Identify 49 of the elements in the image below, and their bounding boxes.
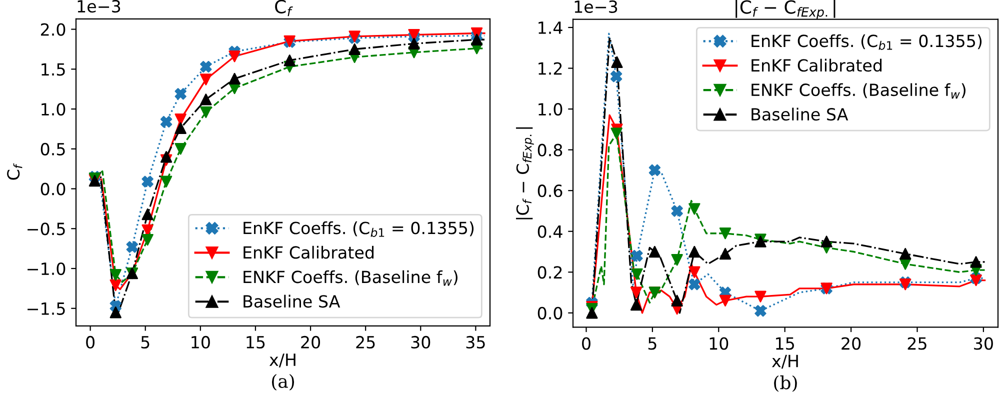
x-tick-label: 0: [86, 336, 95, 349]
y-tick-label: 1.2: [538, 62, 562, 75]
x-tick-label: 30: [974, 337, 993, 350]
text: (a): [272, 374, 294, 391]
legend-label: ENKF Coeffs. (Baseline f$_{w}$): [752, 83, 966, 99]
y-tick-label: 0.2: [538, 266, 562, 279]
x-axis-title: x/H: [772, 354, 798, 369]
legend-label: EnKF Coeffs. (C$_{b1}$ = 0.1355): [752, 34, 982, 50]
x-tick-label: 5: [141, 336, 150, 349]
text: 1e−3: [78, 0, 120, 13]
x-tick-label: 10: [192, 336, 210, 349]
legend-label: EnKF Coeffs. (C$_{b1}$ = 0.1355): [244, 221, 474, 237]
legend-label: ENKF Coeffs. (Baseline f$_{w}$): [244, 270, 458, 286]
x-tick-label: 0: [582, 337, 590, 350]
y-tick-label: 1.0: [538, 102, 562, 116]
y-axis-title: C$_{f}$: [7, 163, 22, 180]
y-tick-label: 1.5: [42, 63, 65, 76]
x-axis-title: x/H: [269, 354, 296, 368]
x-tick-label: 15: [776, 337, 794, 350]
x-tick-label: 25: [908, 337, 926, 350]
x-tick-label: 30: [411, 336, 430, 349]
chart-title: |C$_{f}$ − C$_{fExp.}$|: [736, 0, 836, 20]
x-tick-label: 10: [710, 337, 728, 350]
legend-label: Baseline SA: [752, 108, 848, 121]
text: 1e−3: [574, 0, 618, 14]
x-tick-label: 5: [648, 337, 656, 350]
x-tick-label: 20: [301, 336, 320, 349]
chart-title: C$_{f}$: [275, 0, 293, 16]
y-tick-label: −0.5: [28, 222, 65, 236]
y-tick-label: 0.5: [40, 142, 65, 156]
x-tick-label: 15: [246, 336, 265, 349]
y-tick-label: 0.6: [538, 184, 562, 198]
y-tick-label: 0.0: [538, 306, 562, 320]
y-tick-label: −1.0: [28, 262, 66, 276]
x-tick-label: 35: [466, 336, 485, 349]
legend-label: EnKF Calibrated: [244, 246, 374, 259]
y-axis-title: |C$_{f}$ − C$_{fExp.}$|: [516, 127, 534, 220]
y-tick-label: 0.4: [538, 225, 562, 238]
text: (b): [774, 375, 797, 392]
y-tick-label: 0.8: [538, 144, 562, 156]
x-tick-label: 20: [842, 337, 861, 350]
y-tick-label: 1.4: [538, 22, 562, 34]
legend-label: Baseline SA: [244, 294, 340, 308]
legend-label: EnKF Calibrated: [752, 58, 882, 72]
y-tick-label: −1.5: [28, 302, 65, 315]
y-tick-label: 1.0: [42, 102, 66, 116]
x-tick-label: 25: [356, 336, 375, 349]
y-tick-label: 0.0: [40, 182, 66, 196]
y-tick-label: 2.0: [40, 23, 66, 36]
